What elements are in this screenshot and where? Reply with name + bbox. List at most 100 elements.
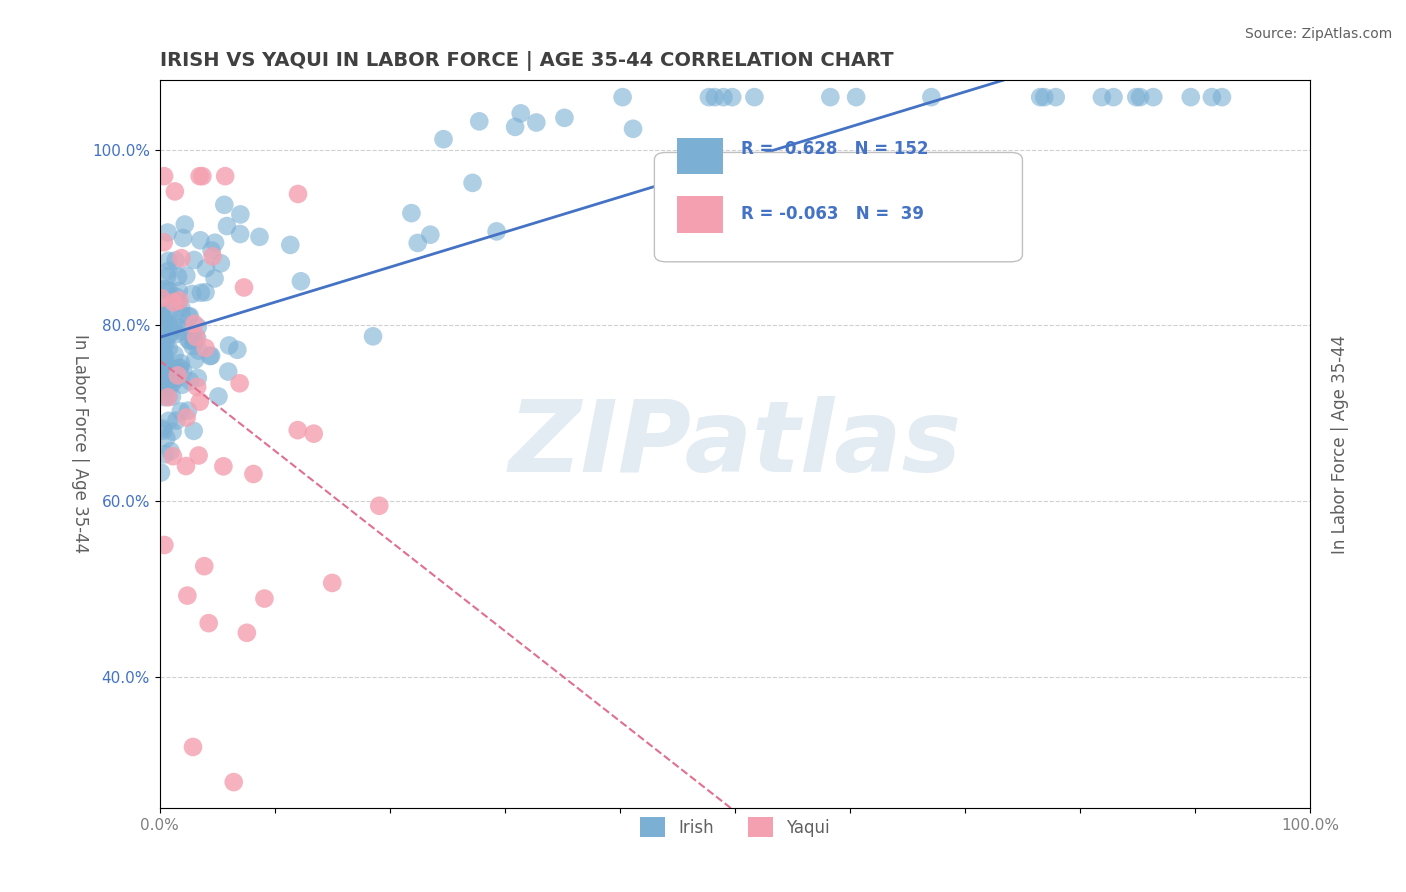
Point [152,333,174,347]
Point [198,349,221,363]
Point [152,371,174,385]
Point [159,378,181,392]
Point [156,282,179,296]
Point [169,360,191,375]
Point [176,268,198,283]
Point [184,352,207,367]
Point [1211,90,1233,104]
Point [153,309,176,323]
Point [188,169,211,183]
Point [157,264,180,278]
Point [165,414,187,428]
Point [187,371,209,385]
Point [278,238,301,252]
Point [612,90,634,104]
Point [461,176,484,190]
Point [155,431,177,445]
Point [150,344,173,359]
Point [166,326,188,341]
Point [186,380,208,394]
Point [167,269,190,284]
Point [153,447,176,461]
Point [703,90,725,104]
Point [190,285,212,300]
Point [233,280,256,294]
Point [186,331,208,345]
Point [1180,90,1202,104]
Point [172,377,194,392]
Point [150,293,173,308]
Point [229,227,252,241]
Point [176,410,198,425]
Point [193,559,215,574]
Point [1125,90,1147,104]
Point [150,368,173,382]
Point [302,426,325,441]
Point [170,356,193,370]
Y-axis label: In Labor Force | Age 35-44: In Labor Force | Age 35-44 [72,334,89,554]
Point [149,380,172,394]
Point [290,274,312,288]
Point [401,206,423,220]
Point [188,394,211,409]
Point [153,334,176,349]
Point [191,169,214,183]
Point [150,306,173,320]
Point [183,252,205,267]
Point [149,332,172,346]
Point [167,361,190,376]
Point [157,389,180,403]
Point [179,374,201,388]
Point [170,301,193,315]
Point [1102,90,1125,104]
Bar [678,196,724,233]
Point [165,371,187,385]
FancyBboxPatch shape [654,153,1022,261]
Point [209,256,232,270]
Point [419,227,441,242]
Point [187,343,209,358]
Point [150,351,173,365]
Point [153,359,176,373]
Point [207,389,229,403]
Point [163,317,186,331]
Point [287,186,309,201]
Point [162,371,184,385]
Point [149,310,172,324]
Point [162,425,184,439]
Point [184,330,207,344]
Point [361,329,384,343]
Point [217,365,239,379]
Point [249,230,271,244]
Point [172,364,194,378]
Point [153,390,176,404]
Point [468,114,491,128]
Point [204,271,226,285]
Point [195,261,218,276]
Point [152,353,174,368]
Point [170,324,193,338]
Point [162,449,184,463]
Point [157,253,180,268]
Point [183,334,205,349]
Point [153,313,176,327]
Point [744,90,766,104]
Point [197,616,219,631]
Point [183,424,205,438]
Point [212,459,235,474]
Point [1201,90,1223,104]
Point [621,121,644,136]
Point [183,317,205,331]
Point [162,295,184,310]
Point [173,218,195,232]
Point [485,224,508,238]
Point [163,185,186,199]
Point [155,336,177,351]
Point [169,293,191,308]
Point [170,251,193,265]
Point [152,421,174,435]
Text: Source: ZipAtlas.com: Source: ZipAtlas.com [1244,27,1392,41]
Point [201,249,224,263]
Point [553,111,575,125]
Y-axis label: In Labor Force | Age 35-44: In Labor Force | Age 35-44 [1331,334,1348,554]
